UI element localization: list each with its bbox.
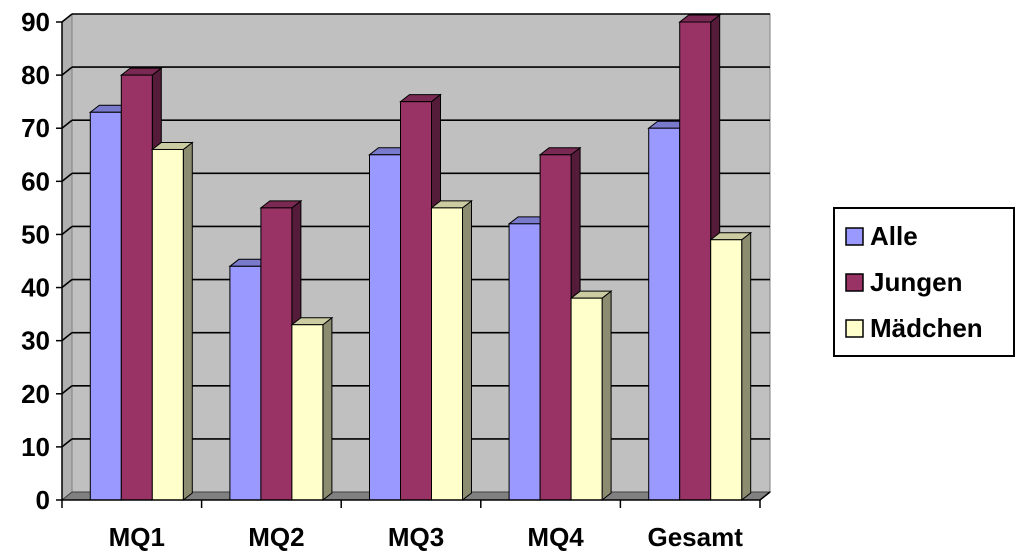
bar-front (229, 265, 262, 501)
bar-front (120, 74, 153, 501)
bar-front (400, 101, 432, 501)
gridline-side (61, 119, 73, 129)
bar-front (648, 127, 681, 501)
bar-front (570, 297, 603, 501)
bar-side (601, 290, 612, 502)
bar (150, 141, 194, 502)
bar-front (431, 207, 463, 501)
legend-swatch (845, 273, 864, 292)
bar-side (322, 316, 333, 502)
bar-front (369, 154, 401, 501)
y-tick-label: 90 (21, 7, 50, 37)
x-category-label: MQ2 (248, 522, 304, 552)
gridline-side (61, 172, 73, 182)
bar-side (182, 141, 193, 502)
bar-front (508, 223, 541, 501)
legend: Alle Jungen Mädchen (833, 207, 1015, 357)
x-category-label: MQ4 (527, 522, 584, 552)
y-tick-label: 80 (21, 60, 50, 90)
legend-box (833, 207, 1015, 357)
bar-front (151, 148, 184, 501)
gridline-side (61, 13, 73, 23)
y-tick-label: 60 (21, 166, 50, 196)
bar-side (462, 199, 472, 502)
bar (290, 316, 334, 502)
legend-swatch (845, 227, 864, 246)
y-tick-label: 20 (21, 379, 50, 409)
y-axis-ticks: 0 10 20 30 40 50 60 70 80 90 (21, 7, 62, 515)
x-category-label: MQ1 (109, 522, 165, 552)
x-category-label: Gesamt (648, 522, 744, 552)
bar-front (291, 324, 324, 501)
x-category-label: MQ3 (388, 522, 444, 552)
bar (569, 290, 613, 502)
gridline-side (61, 332, 73, 342)
axes (61, 22, 771, 501)
y-tick-label: 70 (21, 113, 50, 143)
bar (430, 199, 473, 502)
gridline-side (61, 385, 73, 395)
gridline-side (61, 225, 73, 236)
bars (88, 13, 753, 502)
gridline-side (61, 66, 73, 76)
bar-front (89, 111, 122, 501)
gridline-side (61, 438, 73, 448)
side-wall (61, 12, 73, 502)
bar-side (741, 231, 752, 502)
bar-front (679, 21, 712, 501)
legend-swatch (845, 319, 864, 338)
legend-label: Mädchen (870, 313, 983, 343)
bar (709, 231, 753, 502)
y-tick-label: 30 (21, 326, 50, 356)
gridline-side (61, 278, 73, 289)
y-tick-label: 10 (21, 432, 50, 462)
y-tick-label: 50 (21, 219, 50, 249)
x-axis-labels: MQ1 MQ2 MQ3 MQ4 Gesamt (61, 500, 761, 552)
legend-label: Jungen (870, 267, 962, 297)
y-tick-label: 0 (36, 485, 50, 515)
bar-front (539, 154, 572, 501)
bar-front (260, 207, 293, 501)
y-tick-label: 40 (21, 273, 50, 303)
floor-edge (759, 491, 771, 501)
bar-front (710, 239, 743, 501)
legend-label: Alle (870, 221, 918, 251)
